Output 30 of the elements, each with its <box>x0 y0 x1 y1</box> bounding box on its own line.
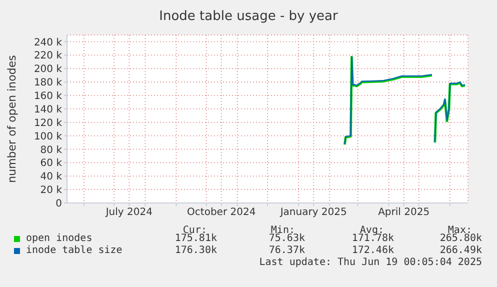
legend-label: inode table size <box>26 245 122 256</box>
y-tick-label: 180 k <box>34 78 62 89</box>
x-tick-label: April 2025 <box>378 207 430 218</box>
y-tick-label: 120 k <box>34 118 62 129</box>
y-axis-title: number of open inodes <box>6 55 18 183</box>
y-tick-label: 140 k <box>34 104 62 116</box>
y-tick-label: 220 k <box>34 50 62 62</box>
y-tick-label: 20 k <box>40 185 62 196</box>
x-tick-label: January 2025 <box>279 207 347 218</box>
y-tick-label: 200 k <box>34 64 62 76</box>
y-tick-label: 60 k <box>40 158 62 170</box>
text: 172.46k <box>352 245 394 256</box>
y-tick-label: 0 <box>56 198 62 210</box>
text: 266.49k <box>440 245 482 256</box>
text: 171.78k <box>352 233 394 244</box>
x-tick-label: October 2024 <box>187 207 256 218</box>
y-tick-label: 160 k <box>34 91 62 102</box>
y-tick-label: 80 k <box>40 144 62 156</box>
y-tick-label: 240 k <box>34 37 62 48</box>
chart-title: Inode table usage - by year <box>158 9 339 24</box>
text: 176.30k <box>174 245 217 256</box>
x-tick-label: July 2024 <box>104 207 152 218</box>
text: 175.81k <box>174 233 217 244</box>
y-tick-label: 40 k <box>40 172 62 183</box>
y-tick-label: 100 k <box>34 131 62 142</box>
text: 265.80k <box>440 233 482 244</box>
text: 76.37k <box>268 245 305 256</box>
text: 75.63k <box>268 233 305 244</box>
text: Last update: Thu Jun 19 00:05:04 2025 <box>259 257 482 268</box>
legend-label: open inodes <box>26 233 92 244</box>
